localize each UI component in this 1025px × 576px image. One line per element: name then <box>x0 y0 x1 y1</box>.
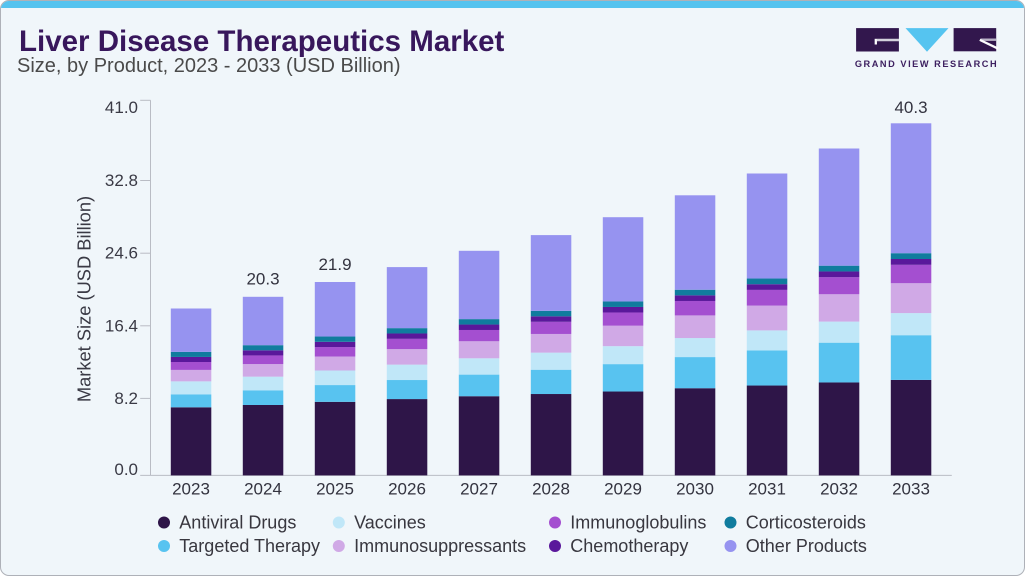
svg-text:Chemotherapy: Chemotherapy <box>570 536 688 556</box>
svg-text:Other Products: Other Products <box>746 536 867 556</box>
svg-text:2023: 2023 <box>172 480 210 499</box>
svg-text:2024: 2024 <box>244 480 282 499</box>
svg-text:2032: 2032 <box>820 480 858 499</box>
svg-text:8.2: 8.2 <box>114 389 138 408</box>
svg-text:2033: 2033 <box>892 480 930 499</box>
svg-text:Antiviral Drugs: Antiviral Drugs <box>179 513 296 533</box>
svg-text:Immunoglobulins: Immunoglobulins <box>570 513 706 533</box>
svg-text:Immunosuppressants: Immunosuppressants <box>354 536 526 556</box>
svg-text:2025: 2025 <box>316 480 354 499</box>
svg-text:16.4: 16.4 <box>105 316 138 335</box>
svg-text:GRAND VIEW RESEARCH: GRAND VIEW RESEARCH <box>855 59 998 69</box>
svg-text:Corticosteroids: Corticosteroids <box>746 513 866 533</box>
svg-text:41.0: 41.0 <box>105 98 138 117</box>
svg-text:2028: 2028 <box>532 480 570 499</box>
svg-text:40.3: 40.3 <box>894 98 927 117</box>
svg-text:2031: 2031 <box>748 480 786 499</box>
svg-text:21.9: 21.9 <box>318 255 351 274</box>
svg-text:2029: 2029 <box>604 480 642 499</box>
svg-text:2027: 2027 <box>460 480 498 499</box>
svg-text:Market Size (USD Billion): Market Size (USD Billion) <box>74 196 95 402</box>
svg-text:Targeted Therapy: Targeted Therapy <box>179 536 320 556</box>
svg-text:Vaccines: Vaccines <box>354 513 426 533</box>
svg-text:2030: 2030 <box>676 480 714 499</box>
svg-text:2026: 2026 <box>388 480 426 499</box>
svg-text:24.6: 24.6 <box>105 244 138 263</box>
svg-text:0.0: 0.0 <box>114 460 138 479</box>
svg-text:32.8: 32.8 <box>105 171 138 190</box>
svg-text:20.3: 20.3 <box>246 270 279 289</box>
